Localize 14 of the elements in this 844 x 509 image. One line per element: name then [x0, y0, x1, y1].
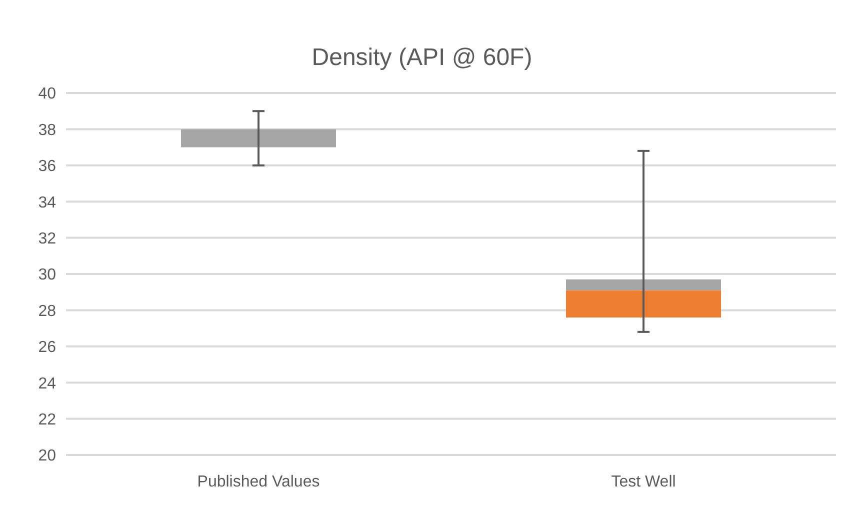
y-tick-label: 20 — [38, 448, 56, 465]
y-tick-label: 28 — [38, 302, 56, 320]
y-tick-label: 30 — [38, 266, 56, 284]
y-tick-label: 22 — [38, 411, 56, 428]
x-tick-label: Published Values — [197, 473, 320, 490]
y-tick-label: 36 — [38, 158, 56, 176]
y-tick-label: 32 — [38, 230, 56, 248]
x-tick-label: Test Well — [611, 473, 676, 490]
y-tick-label: 40 — [38, 86, 56, 103]
y-tick-label: 38 — [38, 122, 56, 139]
y-tick-label: 24 — [38, 375, 56, 392]
y-tick-label: 34 — [38, 194, 56, 212]
y-tick-label: 26 — [38, 339, 56, 356]
chart-title: Density (API @ 60F) — [310, 44, 534, 72]
